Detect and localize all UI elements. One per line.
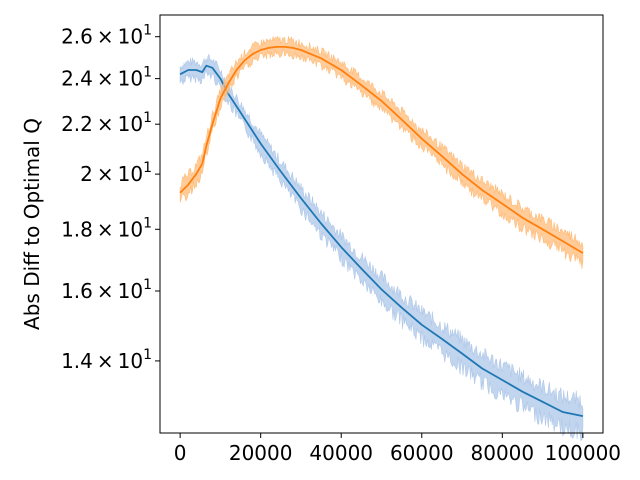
y-tick-label: 2.2 × 101 [61,110,152,136]
x-tick-label: 80000 [471,441,535,465]
plot-series [179,36,584,442]
y-axis-label: Abs Diff to Optimal Q [20,118,44,330]
y-tick-label: 2 × 101 [80,160,152,186]
series-1-line [179,64,584,417]
y-axis: 1.4 × 101 1.6 × 101 1.8 × 101 2 × 101 2.2 × … [61,23,160,373]
y-tick-label: 1.4 × 101 [61,347,152,373]
x-axis: 0 20000 40000 60000 80000 100000 [174,433,621,465]
x-tick-label: 0 [174,441,187,465]
y-tick-label: 2.4 × 101 [61,65,152,91]
series-1 [179,53,584,442]
y-tick-label: 2.6 × 101 [61,23,152,49]
x-tick-label: 100000 [545,441,621,465]
x-tick-label: 40000 [309,441,373,465]
series-2 [179,36,584,270]
series-2-line [179,46,584,254]
y-tick-label: 1.8 × 101 [61,215,152,241]
series-2-variance-band [179,36,584,270]
plot-frame [159,14,604,434]
x-tick-label: 20000 [229,441,293,465]
x-tick-label: 60000 [390,441,454,465]
y-tick-label: 1.6 × 101 [61,277,152,303]
